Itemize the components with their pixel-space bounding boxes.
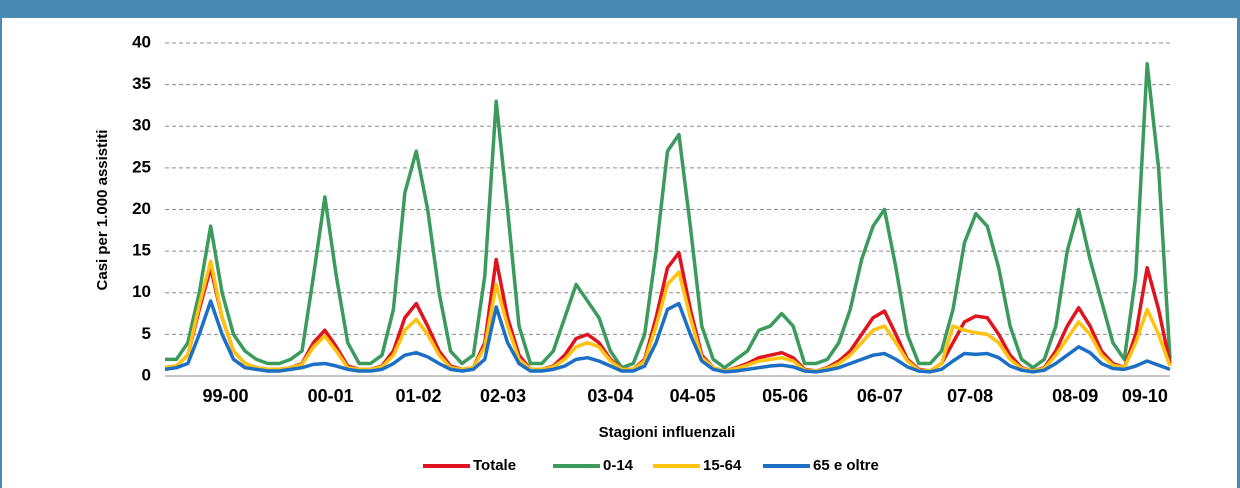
series-line	[164, 251, 1172, 373]
frame-left	[0, 18, 2, 488]
x-tick-label: 99-00	[203, 386, 249, 406]
legend-label: 0-14	[603, 457, 634, 474]
x-tick-label: 02-03	[480, 386, 526, 406]
y-tick-label: 15	[132, 241, 151, 260]
x-tick-label: 00-01	[308, 386, 354, 406]
legend-label: Totale	[473, 457, 516, 474]
x-tick-label: 05-06	[762, 386, 808, 406]
frame-right	[1237, 18, 1240, 488]
y-tick-label: 25	[132, 157, 151, 176]
x-tick-label: 08-09	[1052, 386, 1098, 406]
x-axis-title: Stagioni influenzali	[599, 424, 736, 441]
x-tick-label: 04-05	[670, 386, 716, 406]
y-tick-label: 10	[132, 282, 151, 301]
y-tick-label: 0	[142, 365, 151, 384]
series-line	[165, 62, 1172, 370]
x-tick-label: 03-04	[587, 386, 633, 406]
y-tick-label: 40	[132, 32, 151, 51]
legend: Totale 0-14 15-64 65 e oltre	[423, 457, 879, 474]
grid: 0 5 10 15 20 25 30 35 40 99-00 00-01 01-02 02-03 03-0…	[132, 32, 1170, 406]
series-line	[164, 299, 1171, 374]
header-bar	[0, 0, 1240, 18]
legend-label: 65 e oltre	[813, 457, 879, 474]
y-tick-label: 35	[132, 74, 151, 93]
x-tick-label: 07-08	[947, 386, 993, 406]
legend-label: 15-64	[703, 457, 742, 474]
x-tick-label: 09-10	[1122, 386, 1168, 406]
y-tick-label: 20	[132, 199, 151, 218]
y-tick-label: 30	[132, 116, 151, 135]
y-tick-label: 5	[142, 324, 151, 343]
y-axis-title: Casi per 1.000 assistiti	[94, 130, 111, 291]
series-line	[164, 259, 1172, 373]
plot-lines	[164, 62, 1172, 374]
x-tick-label: 06-07	[857, 386, 903, 406]
x-tick-label: 01-02	[396, 386, 442, 406]
